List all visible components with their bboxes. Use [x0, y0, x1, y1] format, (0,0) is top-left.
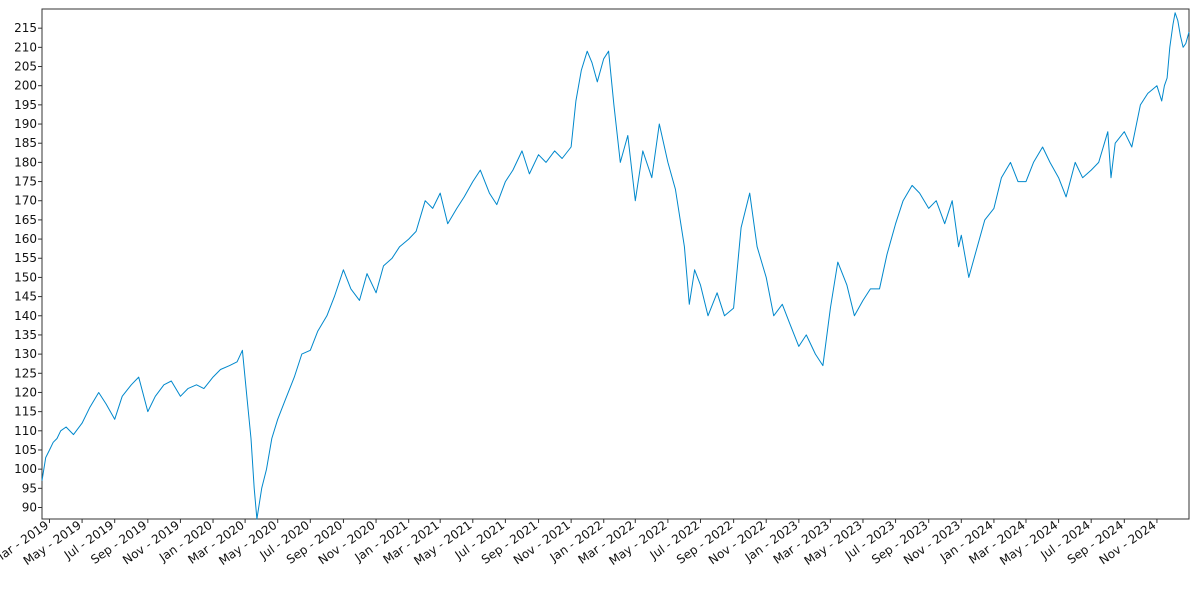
y-tick-label: 120: [14, 385, 37, 399]
y-tick-label: 110: [14, 424, 37, 438]
y-tick-label: 115: [14, 405, 37, 419]
y-tick-label: 170: [14, 194, 37, 208]
y-tick-label: 105: [14, 443, 37, 457]
y-tick-label: 205: [14, 60, 37, 74]
y-tick-label: 160: [14, 232, 37, 246]
y-tick-label: 165: [14, 213, 37, 227]
y-tick-label: 185: [14, 136, 37, 150]
y-tick-label: 135: [14, 328, 37, 342]
y-tick-label: 190: [14, 117, 37, 131]
y-tick-label: 195: [14, 98, 37, 112]
y-tick-label: 95: [22, 481, 37, 495]
y-tick-label: 210: [14, 40, 37, 54]
y-tick-label: 150: [14, 270, 37, 284]
y-tick-label: 100: [14, 462, 37, 476]
y-tick-label: 90: [22, 500, 37, 514]
y-tick-label: 125: [14, 366, 37, 380]
price-series-line: [41, 12, 1190, 520]
y-axis: 90 95 100 105 110 115 120 125 130 135 140 145 150 155…: [14, 21, 42, 514]
plot-frame: [41, 8, 1190, 520]
y-tick-label: 145: [14, 290, 37, 304]
y-tick-label: 180: [14, 155, 37, 169]
y-tick-label: 140: [14, 309, 37, 323]
y-tick-label: 175: [14, 175, 37, 189]
y-tick-label: 200: [14, 79, 37, 93]
y-tick-label: 155: [14, 251, 37, 265]
y-tick-label: 215: [14, 21, 37, 35]
y-tick-label: 130: [14, 347, 37, 361]
